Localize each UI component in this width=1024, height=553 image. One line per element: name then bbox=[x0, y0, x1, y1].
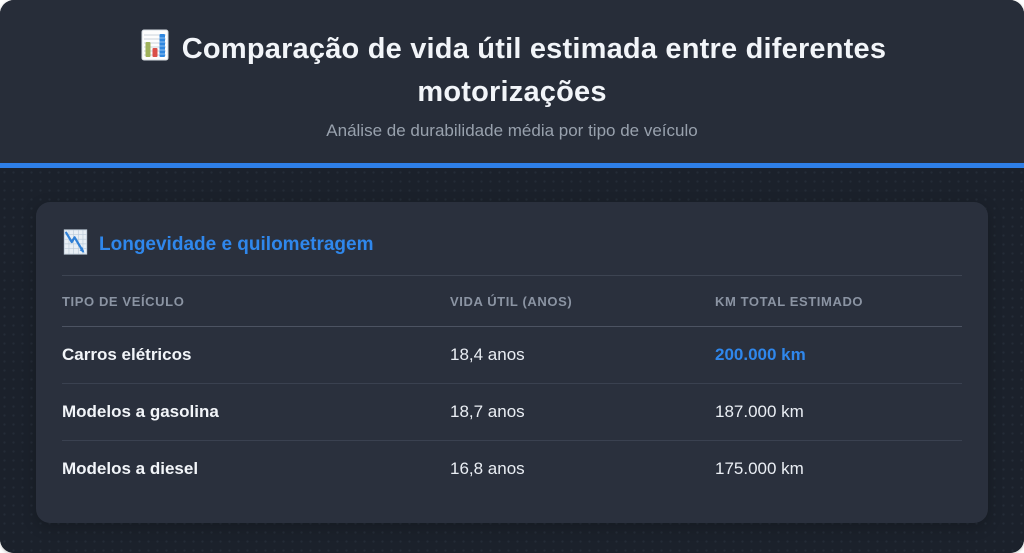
table-row: Modelos a diesel 16,8 anos 175.000 km bbox=[62, 441, 962, 498]
accent-divider bbox=[0, 163, 1024, 168]
page-title: Comparação de vida útil estimada entre d… bbox=[77, 28, 947, 112]
km-total-cell: 187.000 km bbox=[715, 383, 962, 441]
lifespan-cell: 18,7 anos bbox=[450, 383, 715, 441]
longevity-card: Longevidade e quilometragem TIPO DE VEÍC… bbox=[36, 202, 988, 523]
km-total-cell: 200.000 km bbox=[715, 326, 962, 384]
page-title-text: Comparação de vida útil estimada entre d… bbox=[181, 33, 887, 108]
vehicle-type-cell: Modelos a diesel bbox=[62, 459, 199, 478]
chart-decreasing-icon bbox=[62, 228, 89, 262]
main-area: Longevidade e quilometragem TIPO DE VEÍC… bbox=[0, 168, 1024, 553]
table-row: Modelos a gasolina 18,7 anos 187.000 km bbox=[62, 383, 962, 441]
longevity-table: TIPO DE VEÍCULO VIDA ÚTIL (ANOS) KM TOTA… bbox=[62, 275, 962, 497]
lifespan-cell: 18,4 anos bbox=[450, 326, 715, 384]
table-row: Carros elétricos 18,4 anos 200.000 km bbox=[62, 326, 962, 384]
page-subtitle: Análise de durabilidade média por tipo d… bbox=[326, 121, 698, 140]
vehicle-type-cell: Carros elétricos bbox=[62, 326, 450, 384]
table-header-row: TIPO DE VEÍCULO VIDA ÚTIL (ANOS) KM TOTA… bbox=[62, 275, 962, 327]
column-header-lifespan: VIDA ÚTIL (ANOS) bbox=[450, 275, 715, 327]
column-header-vehicle-type: TIPO DE VEÍCULO bbox=[62, 275, 450, 327]
bar-chart-icon bbox=[138, 28, 172, 73]
vehicle-type-cell: Modelos a gasolina bbox=[62, 383, 450, 441]
column-header-km-total: KM TOTAL ESTIMADO bbox=[715, 275, 962, 327]
km-total-cell: 175.000 km bbox=[715, 459, 804, 478]
header: Comparação de vida útil estimada entre d… bbox=[0, 0, 1024, 163]
card-heading-text: Longevidade e quilometragem bbox=[99, 234, 374, 255]
lifespan-cell: 16,8 anos bbox=[450, 459, 525, 478]
card-heading: Longevidade e quilometragem bbox=[62, 228, 962, 262]
